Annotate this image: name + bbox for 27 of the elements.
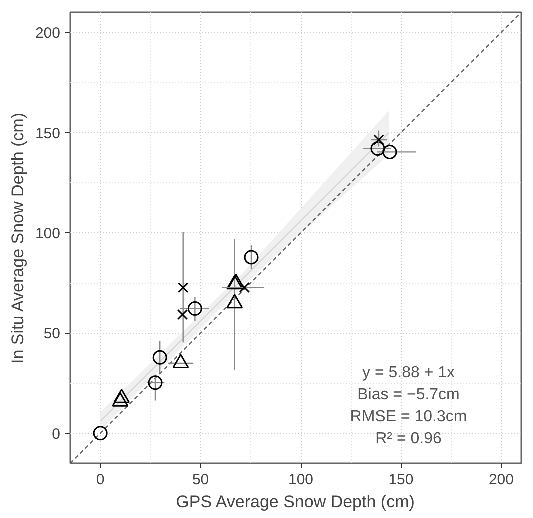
point <box>188 302 202 316</box>
y-tick-label: 100 <box>35 225 61 242</box>
y-axis-title: In Situ Average Snow Depth (cm) <box>8 112 28 364</box>
point <box>93 426 108 441</box>
point <box>374 134 384 146</box>
point <box>239 282 250 294</box>
annotation: R² = 0.96 <box>376 430 442 448</box>
point <box>177 309 188 320</box>
point <box>382 144 398 160</box>
x-tick-label: 0 <box>96 472 105 488</box>
point <box>370 142 386 156</box>
x-tick-label: 200 <box>488 472 514 488</box>
annotation: RMSE = 10.3cm <box>350 408 468 426</box>
x-tick-label: 100 <box>288 472 314 488</box>
x-tick-label: 50 <box>192 472 210 488</box>
x-tick-label: 150 <box>388 472 414 488</box>
point <box>178 282 189 294</box>
point <box>148 376 163 390</box>
x-axis-title: GPS Average Snow Depth (cm) <box>176 492 415 512</box>
point <box>152 350 168 365</box>
y-tick-label: 0 <box>52 426 60 443</box>
point <box>244 250 259 265</box>
annotation: Bias = −5.7cm <box>358 386 460 404</box>
annotation: y = 5.88 + 1x <box>362 364 456 382</box>
y-tick-label: 200 <box>35 25 61 42</box>
y-tick-label: 150 <box>35 125 61 142</box>
y-tick-label: 50 <box>44 326 61 343</box>
